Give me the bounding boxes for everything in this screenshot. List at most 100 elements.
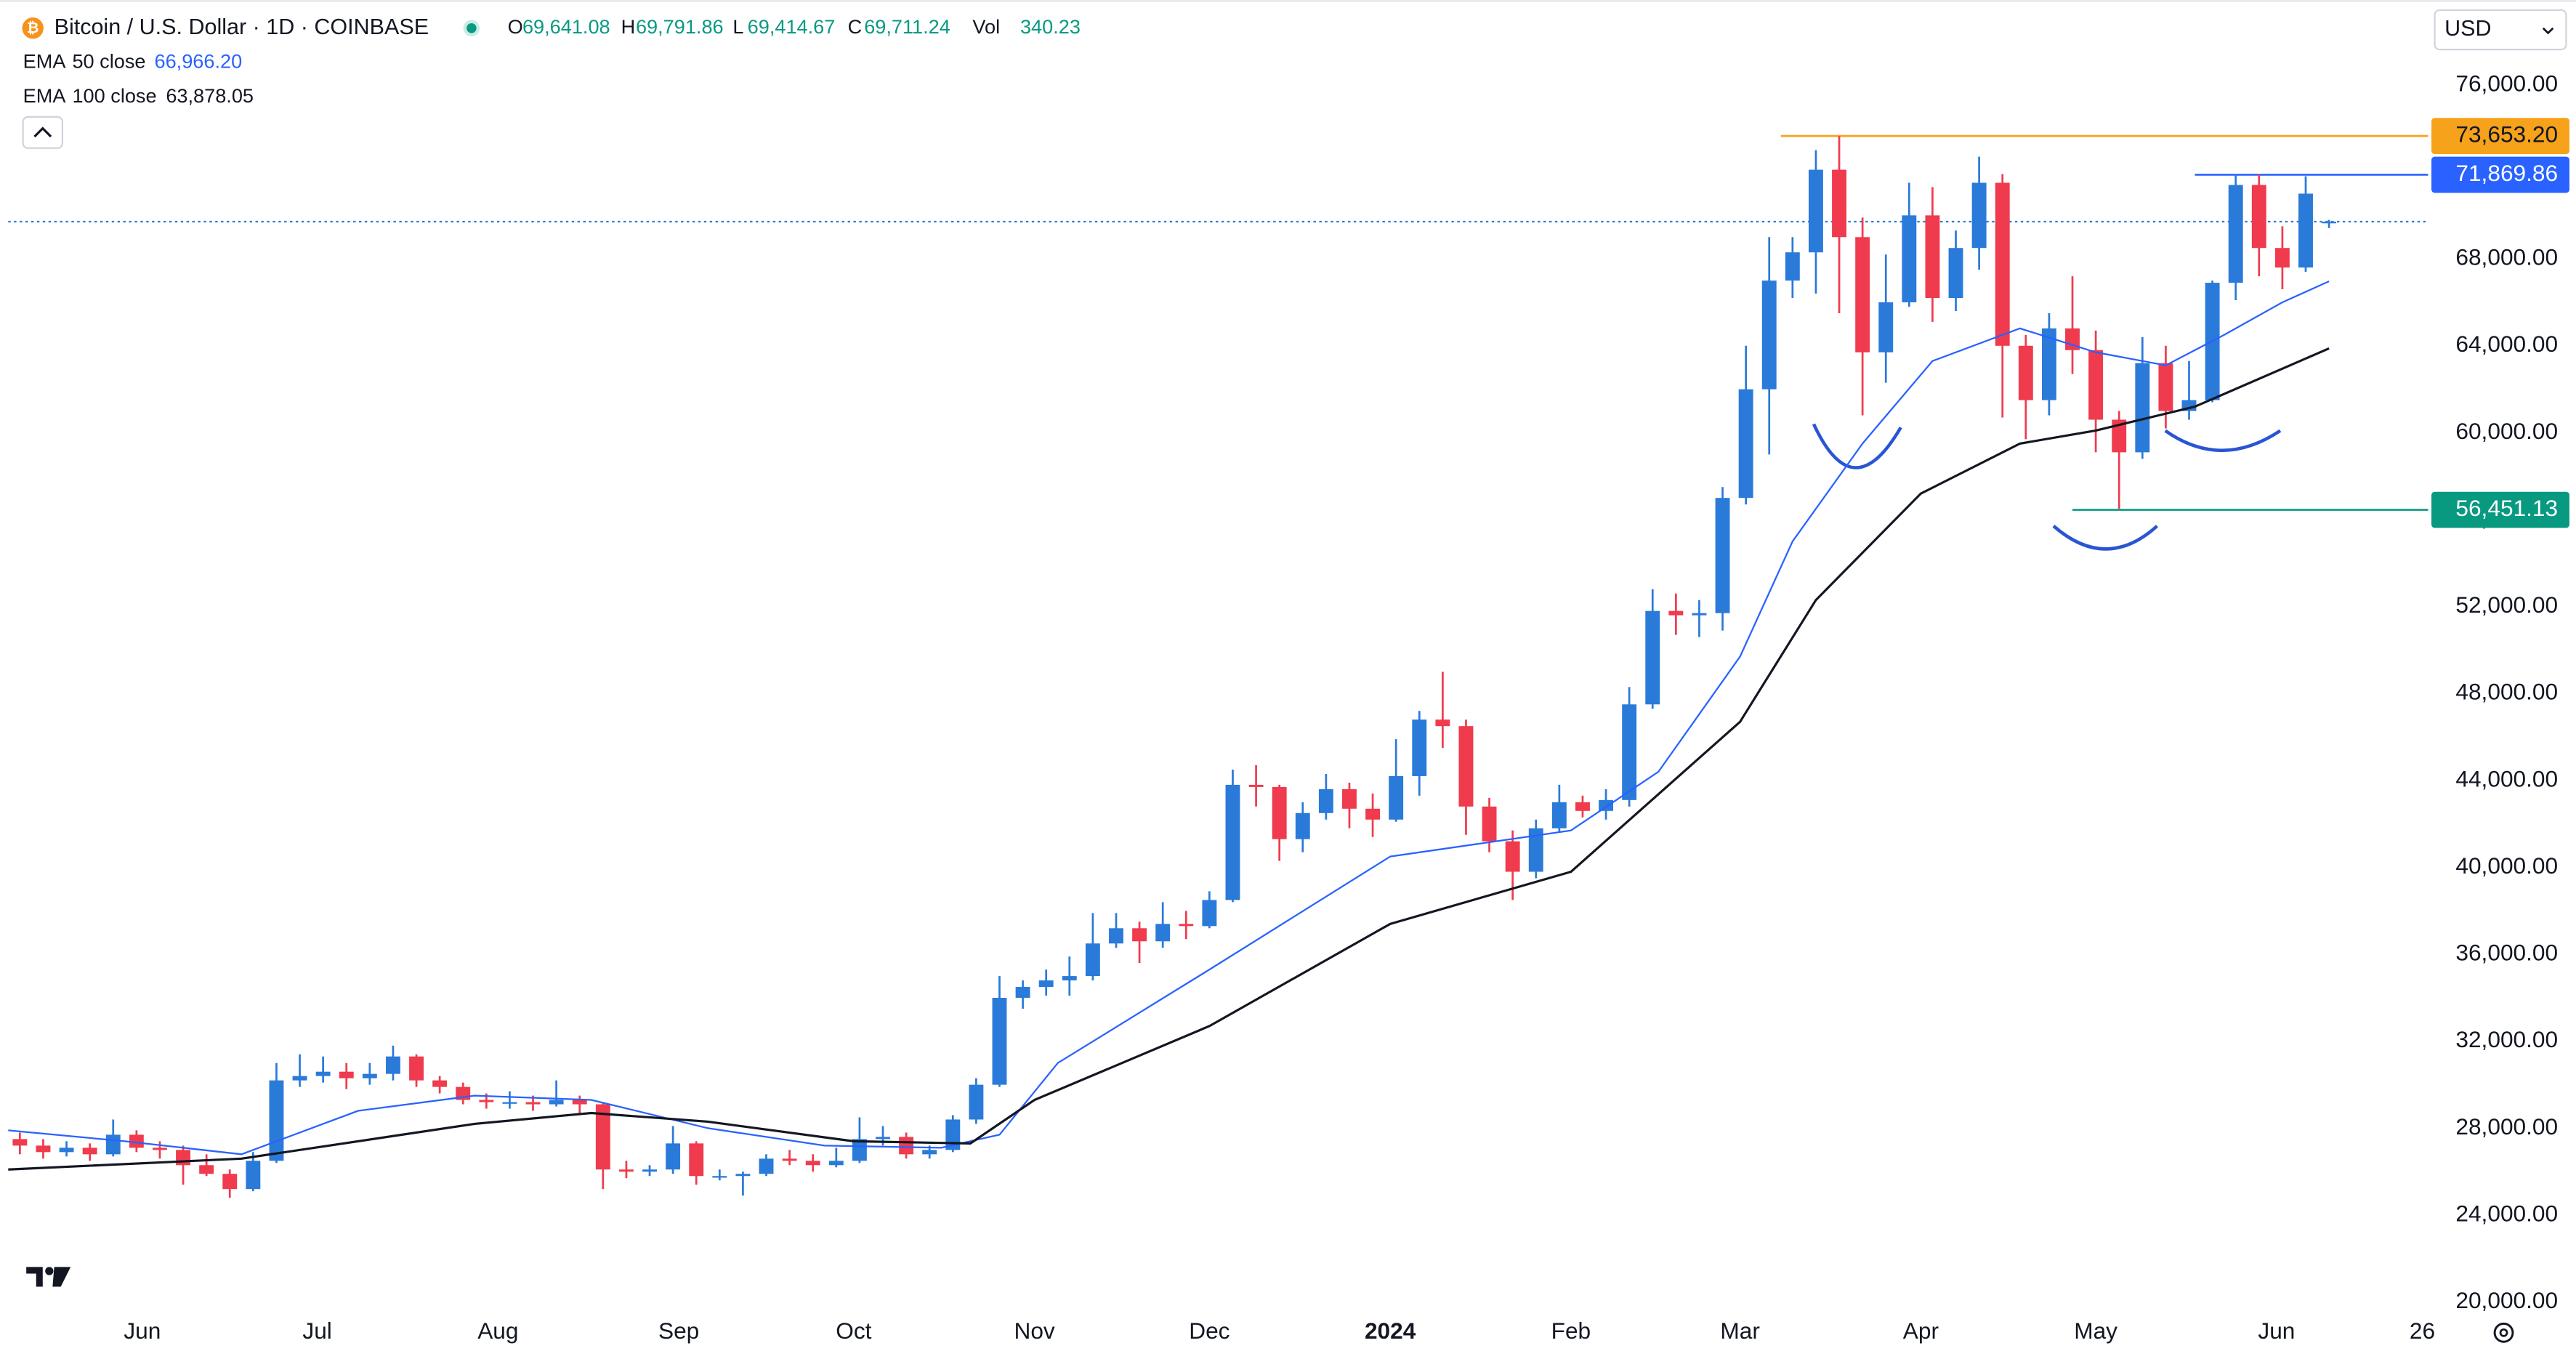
candle-body [2251, 185, 2266, 249]
candle-body [1248, 784, 1264, 787]
candle-body [992, 997, 1007, 1085]
candle-body [362, 1073, 377, 1078]
candle-body [852, 1139, 867, 1161]
currency-select[interactable] [2434, 9, 2567, 51]
candle-body [525, 1102, 541, 1105]
candle-body [1482, 806, 1497, 842]
candle-body [246, 1161, 261, 1190]
y-tick-label: 60,000.00 [2455, 418, 2558, 444]
candle-body [1645, 610, 1660, 705]
y-tick-label: 44,000.00 [2455, 765, 2558, 791]
candle-body [759, 1158, 774, 1174]
ohlc-value: 69,711.24 [864, 15, 950, 38]
candle-body [1808, 169, 1823, 253]
ohlc-value: 69,414.67 [748, 15, 836, 38]
y-tick-label: 68,000.00 [2455, 244, 2558, 270]
x-tick-label: Jun [2258, 1318, 2295, 1344]
candle-body [1925, 215, 1940, 299]
x-tick-label: Feb [1551, 1318, 1591, 1344]
candle-body [315, 1071, 331, 1076]
candle-body [1622, 704, 1637, 800]
candle-body [828, 1161, 844, 1166]
bitcoin-icon-glyph: ₿ [27, 20, 39, 36]
candle-body [105, 1134, 121, 1155]
candle-body [59, 1148, 74, 1153]
logo-part [26, 1267, 43, 1287]
x-tick-label: Nov [1014, 1318, 1054, 1344]
candle-body [2274, 248, 2290, 268]
candle-body [1902, 215, 1917, 302]
candle-body [2158, 363, 2173, 411]
candle-body [1365, 808, 1381, 820]
x-tick-label: Jul [302, 1318, 331, 1344]
candle-body [1995, 182, 2010, 346]
candle-body [2065, 328, 2080, 350]
ohlc-key: O [508, 15, 523, 38]
x-tick-label: Aug [477, 1318, 518, 1344]
candle-body [502, 1102, 517, 1104]
candle-body [2322, 222, 2337, 224]
indicator-name: EMA [23, 84, 67, 107]
x-tick-label: Mar [1720, 1318, 1760, 1344]
level-label: 73,653.20 [2455, 121, 2558, 147]
candle-body [1015, 987, 1030, 998]
candle-body [1785, 252, 1800, 281]
x-tick-label: Oct [836, 1318, 871, 1344]
candle-body [1948, 248, 1963, 299]
ohlc-key: L [732, 15, 743, 38]
candle-body [712, 1176, 727, 1178]
candle-body [1202, 900, 1217, 927]
candle-body [2112, 419, 2127, 453]
candle-body [129, 1134, 144, 1148]
candle-body [782, 1158, 797, 1161]
candle-body [1855, 237, 1870, 352]
y-tick-label: 40,000.00 [2455, 852, 2558, 879]
candle-body [292, 1076, 307, 1081]
candle-body [1412, 719, 1427, 776]
indicator-name: EMA [23, 49, 67, 72]
y-tick-label: 36,000.00 [2455, 940, 2558, 966]
level-label-box [2431, 118, 2569, 154]
x-tick-label: Sep [658, 1318, 699, 1344]
candle-body [1179, 924, 1194, 927]
settings-icon[interactable] [2493, 1322, 2514, 1343]
dropdown-caret [2542, 27, 2554, 35]
candle-body [2298, 193, 2313, 268]
candle-body [1599, 799, 1614, 811]
candle-body [1389, 775, 1404, 820]
candle-body [1435, 719, 1450, 727]
tradingview-logo [26, 1267, 71, 1287]
candle-body [1668, 610, 1684, 616]
logo-part [45, 1267, 54, 1275]
y-tick-label: 20,000.00 [2455, 1287, 2558, 1313]
x-tick-label: Jun [124, 1318, 161, 1344]
collapse-button[interactable] [22, 116, 64, 149]
level-label: 71,869.86 [2455, 160, 2558, 186]
candle-body [642, 1169, 657, 1172]
candle-body [1692, 613, 1707, 616]
ohlc-key: H [621, 15, 636, 38]
candle-body [36, 1145, 51, 1153]
candle-body [199, 1165, 214, 1174]
x-tick-label: 2024 [1365, 1318, 1416, 1344]
candle-body [12, 1139, 28, 1146]
pattern-arc [2164, 429, 2282, 453]
logo-part [52, 1267, 71, 1287]
candle-body [1738, 389, 1753, 499]
candle-body [1761, 281, 1777, 390]
y-tick-label: 64,000.00 [2455, 331, 2558, 357]
indicator-value: 66,966.20 [155, 49, 243, 72]
candle-body [152, 1148, 167, 1150]
candle-body [1551, 802, 1567, 828]
indicator-params: 100 close [72, 84, 156, 107]
x-tick-label: Dec [1189, 1318, 1230, 1344]
candle-body [1132, 928, 1147, 942]
symbol-title: Bitcoin / U.S. Dollar · 1D · COINBASE [54, 15, 429, 39]
candle-body [899, 1137, 914, 1155]
ohlc-key: C [848, 15, 863, 38]
settings-gear[interactable] [2493, 1322, 2514, 1343]
candle-body [176, 1150, 190, 1166]
candle-body [1342, 789, 1357, 809]
candle-body [269, 1080, 284, 1161]
